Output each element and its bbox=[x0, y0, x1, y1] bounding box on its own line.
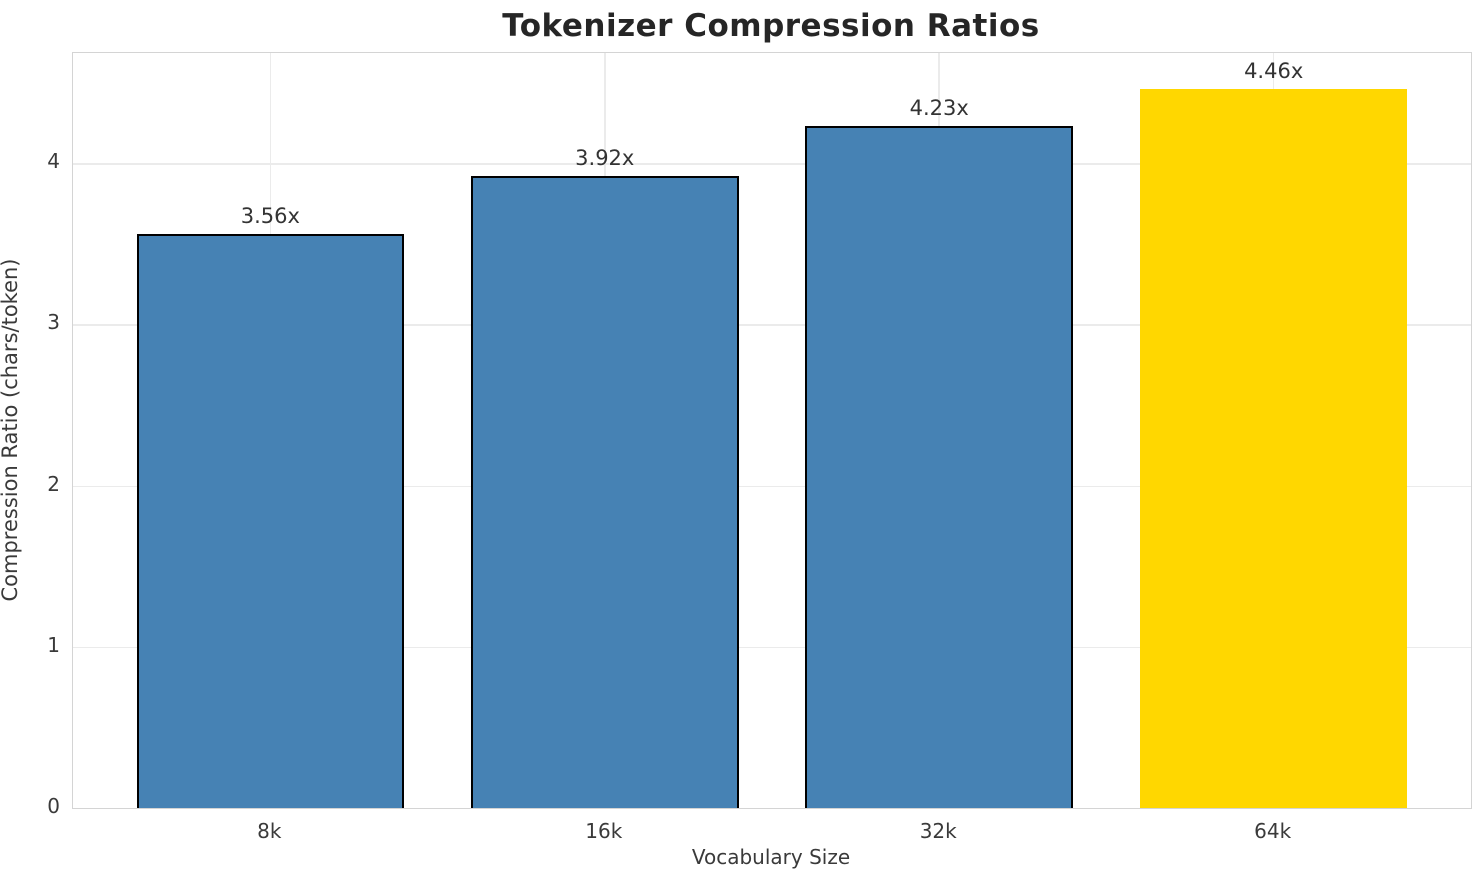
y-tick-label: 1 bbox=[47, 632, 60, 657]
plot-area: 3.56x 3.92x 4.23x 4.46x bbox=[72, 52, 1472, 809]
y-tick-label: 0 bbox=[47, 794, 60, 818]
gridline-horizontal bbox=[73, 646, 1471, 649]
bar-64k bbox=[1139, 88, 1408, 808]
y-tick-label: 4 bbox=[47, 149, 60, 174]
y-axis-label-text: Compression Ratio (chars/token) bbox=[0, 258, 22, 602]
gridline-horizontal bbox=[73, 485, 1471, 488]
bar-16k bbox=[470, 176, 739, 808]
bar-value-label: 4.46x bbox=[1244, 58, 1304, 83]
gridline-horizontal bbox=[73, 163, 1471, 165]
chart-title: Tokenizer Compression Ratios bbox=[502, 8, 1040, 44]
y-tick-label: 2 bbox=[47, 471, 60, 496]
x-tick-label: 16k bbox=[585, 819, 623, 843]
bar-value-label: 3.92x bbox=[575, 146, 635, 171]
bar-32k bbox=[805, 126, 1073, 808]
x-tick-label: 8k bbox=[257, 819, 282, 843]
gridline-horizontal bbox=[73, 324, 1471, 326]
bar-8k bbox=[136, 234, 405, 808]
y-tick-label: 3 bbox=[47, 310, 60, 335]
bar-value-label: 4.23x bbox=[909, 96, 969, 121]
x-axis-label: Vocabulary Size bbox=[691, 845, 851, 869]
x-tick-label: 64k bbox=[1254, 819, 1292, 843]
x-tick-label: 32k bbox=[919, 819, 957, 843]
bar-value-label: 3.56x bbox=[240, 204, 300, 229]
